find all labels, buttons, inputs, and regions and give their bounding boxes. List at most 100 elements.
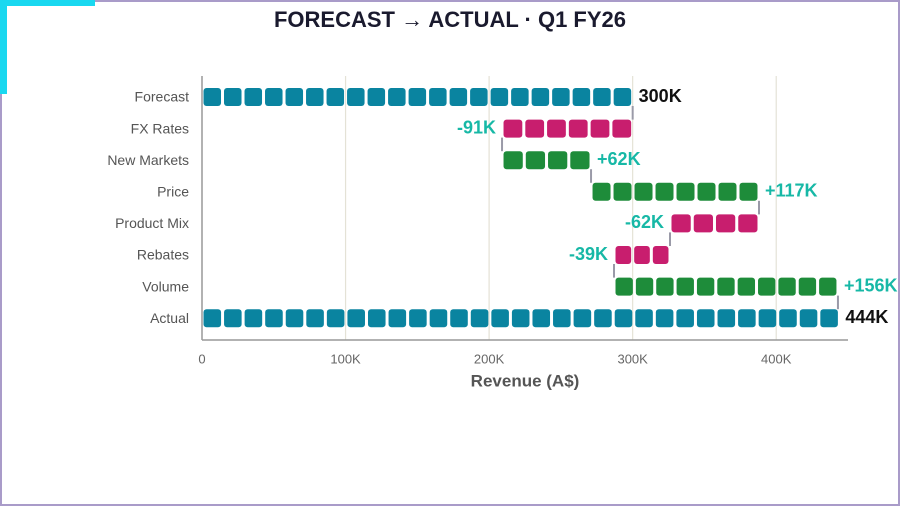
unit-block — [244, 309, 263, 328]
unit-block — [503, 151, 523, 170]
unit-block — [347, 88, 365, 106]
unit-block — [820, 309, 838, 328]
unit-block — [285, 88, 304, 106]
unit-block — [568, 119, 588, 138]
unit-block — [778, 277, 796, 296]
unit-block — [656, 277, 674, 296]
unit-block — [738, 309, 756, 328]
unit-block — [449, 88, 468, 106]
bar — [203, 309, 838, 328]
unit-block — [615, 246, 632, 264]
unit-block — [737, 277, 756, 296]
unit-block — [655, 182, 674, 201]
unit-block — [265, 88, 283, 106]
unit-block — [573, 309, 592, 328]
unit-block — [347, 309, 365, 328]
value-label: 444K — [845, 307, 888, 327]
bar — [615, 246, 669, 264]
unit-block — [409, 309, 427, 328]
y-tick-label: Rebates — [137, 247, 189, 263]
unit-block — [614, 309, 633, 328]
unit-block — [470, 88, 488, 106]
x-tick-label: 0 — [198, 351, 205, 366]
unit-block — [613, 182, 632, 201]
unit-block — [635, 277, 654, 296]
y-tick-label: Forecast — [135, 89, 190, 105]
unit-block — [696, 277, 715, 296]
y-tick-label: Volume — [142, 278, 189, 294]
unit-block — [450, 309, 468, 328]
unit-block — [224, 309, 242, 328]
unit-block — [306, 309, 324, 328]
unit-block — [224, 88, 242, 106]
unit-block — [531, 88, 550, 106]
unit-block — [634, 182, 653, 201]
unit-block — [511, 309, 530, 328]
bar — [615, 277, 837, 296]
value-label: +117K — [765, 181, 818, 201]
value-label: +62K — [597, 149, 641, 169]
corner-accent — [0, 0, 95, 6]
unit-block — [613, 88, 632, 106]
unit-block — [717, 309, 736, 328]
unit-block — [470, 309, 489, 328]
unit-block — [503, 119, 523, 138]
unit-block — [676, 309, 694, 328]
y-tick-label: Actual — [150, 310, 189, 326]
unit-block — [547, 119, 566, 138]
unit-block — [326, 88, 345, 106]
unit-block — [676, 277, 694, 296]
value-label: -91K — [457, 117, 496, 137]
unit-block — [612, 119, 632, 138]
value-label: +156K — [844, 275, 898, 295]
unit-block — [635, 309, 653, 328]
unit-block — [594, 309, 612, 328]
unit-block — [717, 277, 735, 296]
bar — [503, 151, 590, 170]
unit-block — [634, 246, 650, 264]
unit-block — [655, 309, 674, 328]
unit-block — [696, 309, 715, 328]
unit-block — [285, 309, 304, 328]
unit-block — [367, 88, 386, 106]
unit-block — [697, 182, 716, 201]
unit-block — [511, 88, 529, 106]
unit-block — [532, 309, 551, 328]
unit-block — [388, 88, 406, 106]
y-tick-label: New Markets — [107, 152, 189, 168]
unit-block — [525, 119, 545, 138]
y-tick-label: FX Rates — [131, 120, 189, 136]
y-tick-label: Product Mix — [115, 215, 189, 231]
unit-block — [676, 182, 695, 201]
unit-block — [388, 309, 407, 328]
unit-block — [799, 309, 818, 328]
chart-title: FORECAST → ACTUAL · Q1 FY26 — [274, 7, 626, 32]
unit-block — [758, 309, 777, 328]
x-tick-label: 200K — [474, 351, 505, 366]
unit-block — [570, 151, 590, 170]
bar — [503, 119, 632, 138]
unit-block — [203, 309, 222, 328]
unit-block — [429, 309, 448, 328]
x-tick-label: 400K — [761, 351, 792, 366]
unit-block — [548, 151, 568, 170]
unit-block — [326, 309, 345, 328]
value-label: 300K — [639, 86, 682, 106]
x-tick-label: 300K — [617, 351, 648, 366]
unit-block — [718, 182, 737, 201]
bar — [592, 182, 758, 201]
bar — [203, 88, 632, 106]
y-tick-label: Price — [157, 184, 189, 200]
unit-block — [739, 182, 758, 201]
unit-block — [553, 309, 571, 328]
unit-block — [306, 88, 324, 106]
unit-block — [552, 88, 570, 106]
value-label: -62K — [625, 212, 664, 232]
unit-block — [758, 277, 776, 296]
value-label: -39K — [569, 244, 608, 264]
unit-block — [779, 309, 797, 328]
unit-block — [244, 88, 263, 106]
unit-block — [408, 88, 427, 106]
